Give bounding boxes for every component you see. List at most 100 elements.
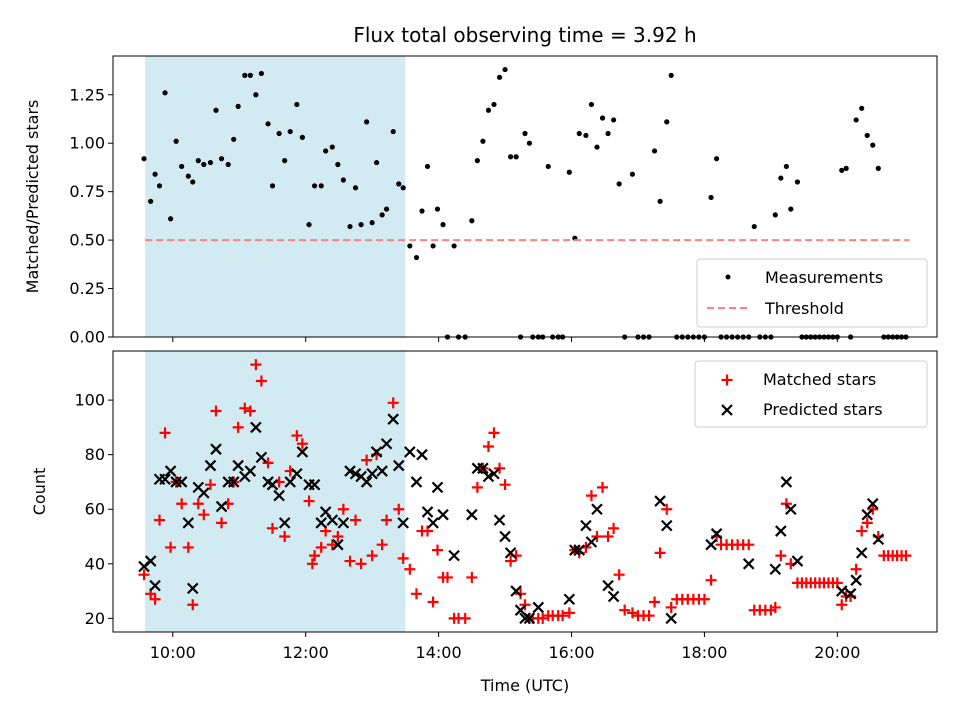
predicted-star-point [665,612,677,625]
measurement-point [843,165,849,171]
measurement-point [323,148,329,154]
matched-star-point [266,522,278,534]
measurement-point [599,115,606,121]
predicted-stars-points [138,413,885,625]
predicted-star-point [387,413,399,425]
predicted-star-point [376,465,388,477]
predicted-star-point [370,446,383,458]
matched-star-point [250,359,262,371]
ratio-axes-frame [112,55,938,338]
predicted-star-point [437,508,449,521]
predicted-star-point [204,459,217,472]
measurement-point [299,134,305,140]
measurement-point [526,140,533,146]
predicted-star-point [569,544,581,556]
predicted-star-point [861,508,874,521]
matched-star-point [900,550,912,562]
matched-star-point [661,503,673,515]
measurement-point [287,128,293,135]
measurement-point [413,254,420,261]
predicted-star-point [780,476,793,488]
matched-star-point [244,405,256,417]
ratio-y-tick-label: 0.75 [69,182,105,201]
matched-star-point [410,588,422,600]
predicted-star-point [791,555,804,567]
predicted-star-point [326,514,339,526]
ratio-y-tick-label: 1.00 [69,134,105,153]
matched-star-point [665,601,677,613]
matched-star-point [296,438,308,450]
matched-star-point [376,539,388,551]
legend-predicted-symbol [721,404,733,416]
measurement-point [611,117,617,123]
measurement-point [440,222,446,228]
count-x-tick-label: 20:00 [814,643,860,662]
x-axis-label: Time (UTC) [480,676,569,695]
measurement-point [508,154,514,160]
predicted-star-point [775,525,787,537]
matched-star-point [698,593,710,605]
measurement-point [566,169,572,175]
measurement-point [235,103,241,109]
matched-star-point [705,574,717,586]
measurement-point [594,144,600,150]
measurement-point [364,119,370,125]
matched-star-point [836,599,848,611]
predicted-star-point [210,443,222,455]
matched-star-point [459,612,471,624]
predicted-star-point [523,612,536,625]
predicted-star-point [855,547,868,559]
measurement-point [772,212,778,218]
matched-star-point [643,610,655,622]
measurement-point [352,185,359,191]
legend-measurements-marker [725,274,731,280]
measurement-point [253,92,259,98]
legend-threshold-label: Threshold [764,299,844,318]
count-x-tick-label: 16:00 [548,643,594,662]
count-x-tick-label: 10:00 [150,643,196,662]
matched-star-point [198,509,210,521]
matched-star-point [332,531,344,543]
predicted-star-point [182,517,195,529]
predicted-star-point [466,508,478,521]
predicted-star-point [580,519,592,532]
measurement-point [485,107,492,113]
matched-star-point [204,479,216,491]
predicted-star-point [742,558,755,570]
measurement-point [588,101,595,108]
predicted-star-point [872,533,885,546]
measurement-point [329,144,335,150]
measurement-point [306,222,312,228]
predicted-star-point [232,459,244,472]
legend-predicted-marker [721,404,733,416]
legend-matched-marker [721,374,733,386]
predicted-star-point [360,476,373,488]
measurement-point [480,138,486,144]
predicted-star-point [431,481,444,494]
measurement-point [335,161,341,168]
matched-star-point [602,531,614,543]
measurement-point [859,105,865,111]
measurement-point [522,130,528,137]
matched-star-point [499,479,511,491]
ratio-y-label: Matched/Predicted stars [23,100,42,294]
predicted-star-point [488,467,500,480]
measurement-point [751,223,757,230]
measurement-point [491,101,497,108]
predicted-star-point [785,503,797,516]
measurement-point [340,177,346,183]
matched-star-point [613,569,625,581]
predicted-star-point [710,528,723,540]
measurement-point [657,198,663,204]
matched-star-point [192,498,204,510]
ratio-x-ticks [172,337,838,342]
predicted-star-point [504,547,517,559]
measurement-point [502,66,508,73]
matched-star-point [306,558,318,570]
measurement-point [231,136,237,142]
measurement-point [390,128,396,135]
predicted-star-point [255,451,268,464]
count-y-tick-label: 100 [74,391,105,410]
predicted-star-point [159,473,171,486]
predicted-star-point [315,517,327,529]
